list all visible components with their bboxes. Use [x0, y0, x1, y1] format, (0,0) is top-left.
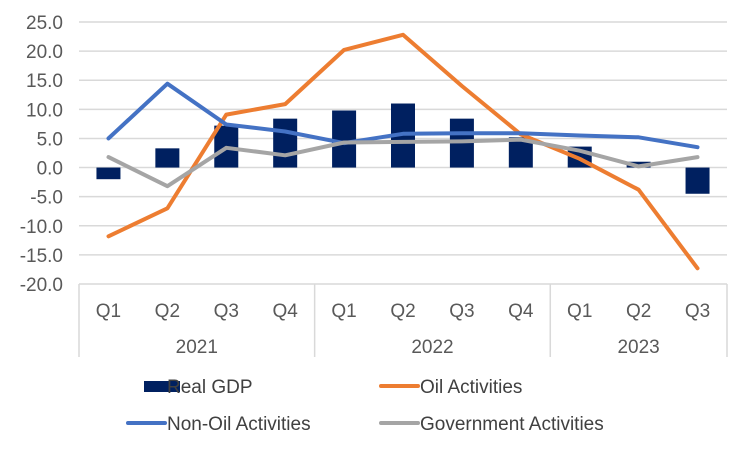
x-tick-label: Q1 [567, 301, 592, 322]
legend-swatch-bar [144, 381, 180, 392]
line-non-oil-activities [106, 81, 700, 150]
x-tick-label: Q2 [626, 301, 651, 322]
bar-real-gdp [685, 167, 710, 194]
x-tick-label: Q3 [685, 301, 710, 322]
bar-real-gdp [155, 148, 180, 168]
legend-label: Non-Oil Activities [167, 414, 311, 435]
series-lines [106, 32, 700, 271]
x-tick-label: Q4 [273, 301, 299, 322]
legend: Real GDP Oil Activities Non-Oil Activities… [126, 377, 604, 435]
x-axis: Q1 Q2 Q3 Q4 Q1 Q2 Q3 Q4 Q1 Q2 Q3 2021 2022 2023 [78, 283, 728, 358]
bar-real-gdp [332, 110, 357, 168]
legend-label: Real GDP [167, 377, 253, 398]
x-tick-label: Q1 [96, 301, 121, 322]
y-tick-label: 15.0 [26, 71, 63, 92]
legend-label: Government Activities [420, 414, 604, 435]
x-tick-label: Q4 [508, 301, 534, 322]
bar-real-gdp [96, 167, 121, 180]
y-tick-label: -20.0 [20, 275, 63, 296]
y-tick-label: 10.0 [26, 100, 63, 121]
x-group-label: 2023 [617, 337, 659, 358]
bar-real-gdp [273, 118, 298, 168]
y-tick-label: -10.0 [20, 217, 63, 238]
y-axis-ticks: 25.0 20.0 15.0 10.0 5.0 0.0 -5.0 -10.0 -15.0 -20.… [20, 13, 63, 296]
y-tick-label: -15.0 [20, 246, 63, 267]
y-tick-label: 25.0 [26, 13, 63, 34]
x-tick-label: Q3 [214, 301, 239, 322]
y-tick-label: -5.0 [30, 188, 63, 209]
y-tick-label: 20.0 [26, 42, 63, 63]
x-group-label: 2022 [411, 337, 453, 358]
line-oil-activities [106, 32, 700, 271]
x-tick-label: Q2 [390, 301, 415, 322]
y-tick-label: 0.0 [37, 159, 63, 180]
x-tick-label: Q3 [449, 301, 474, 322]
line-government-activities [106, 137, 700, 189]
legend-label: Oil Activities [420, 377, 522, 398]
x-tick-label: Q1 [331, 301, 356, 322]
x-tick-label: Q2 [155, 301, 180, 322]
y-tick-label: 5.0 [37, 129, 63, 150]
x-group-label: 2021 [176, 337, 218, 358]
